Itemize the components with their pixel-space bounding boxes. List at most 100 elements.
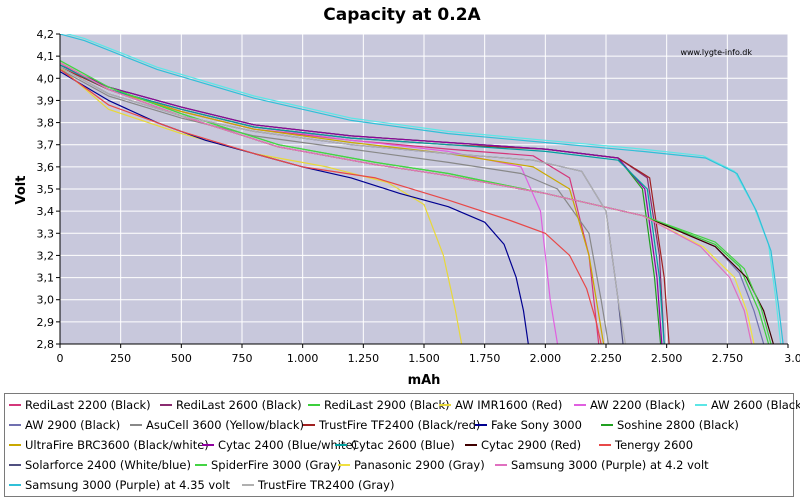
legend-item-8: TrustFire TF2400 (Black/red) (303, 416, 480, 434)
y-axis-title: Volt (14, 176, 29, 205)
y-tick-label-9: 3,7 (37, 139, 55, 152)
legend-swatch-2 (308, 404, 320, 406)
legend-label-14: Cytac 2900 (Red) (481, 438, 582, 452)
legend-label-5: AW 2600 (Black) (711, 398, 800, 412)
x-tick-label-8: 2.000 (530, 352, 562, 365)
legend-item-11: UltraFire BRC3600 (Black/white) (9, 436, 209, 454)
legend-item-0: RediLast 2200 (Black) (9, 396, 151, 414)
y-tick-label-2: 3,0 (37, 294, 55, 307)
x-tick-label-6: 1.500 (408, 352, 440, 365)
legend-item-5: AW 2600 (Black) (695, 396, 800, 414)
y-tick-label-4: 3,2 (37, 249, 55, 262)
legend-swatch-13 (335, 444, 347, 446)
y-tick-label-0: 2,8 (37, 338, 55, 351)
y-tick-label-6: 3,4 (37, 205, 55, 218)
y-tick-label-7: 3,5 (37, 183, 55, 196)
series-line-7 (60, 68, 609, 344)
legend-item-10: Soshine 2800 (Black) (601, 416, 739, 434)
y-tick-label-3: 3,1 (37, 272, 55, 285)
legend-label-10: Soshine 2800 (Black) (617, 418, 739, 432)
x-tick-label-12: 3.000 (784, 352, 800, 365)
legend-label-16: Solarforce 2400 (White/blue) (25, 458, 191, 472)
legend-swatch-14 (465, 444, 477, 446)
x-tick-label-4: 1.000 (287, 352, 319, 365)
x-tick-label-10: 2.500 (651, 352, 683, 365)
legend-item-18: Panasonic 2900 (Gray) (338, 456, 485, 474)
x-tick-label-3: 750 (232, 352, 253, 365)
legend-label-21: TrustFire TR2400 (Gray) (258, 478, 395, 492)
legend-label-3: AW IMR1600 (Red) (455, 398, 563, 412)
legend-swatch-6 (9, 424, 21, 426)
legend-swatch-4 (574, 404, 586, 406)
y-tick-label-5: 3,3 (37, 227, 55, 240)
legend-label-15: Tenergy 2600 (615, 438, 694, 452)
legend-label-17: SpiderFire 3000 (Gray) (211, 458, 342, 472)
chart-title: Capacity at 0.2A (323, 5, 481, 25)
legend-label-9: Fake Sony 3000 (491, 418, 582, 432)
legend-item-9: Fake Sony 3000 (475, 416, 582, 434)
legend-item-4: AW 2200 (Black) (574, 396, 685, 414)
legend-label-2: RediLast 2900 (Black) (324, 398, 450, 412)
legend-swatch-19 (495, 464, 507, 466)
x-axis-title: mAh (408, 373, 441, 388)
x-tick-label-5: 1.250 (348, 352, 380, 365)
x-tick-label-9: 2.250 (590, 352, 622, 365)
y-tick-label-1: 2,9 (37, 316, 55, 329)
legend-item-20: Samsung 3000 (Purple) at 4.35 volt (9, 476, 230, 494)
legend-swatch-9 (475, 424, 487, 426)
legend-label-11: UltraFire BRC3600 (Black/white) (25, 438, 209, 452)
y-tick-label-13: 4,1 (37, 50, 55, 63)
legend-label-12: Cytac 2400 (Blue/white) (218, 438, 358, 452)
legend: RediLast 2200 (Black) RediLast 2600 (Blac… (4, 393, 800, 497)
legend-swatch-5 (695, 404, 707, 406)
x-tick-label-0: 0 (57, 352, 64, 365)
legend-swatch-0 (9, 404, 21, 406)
legend-item-12: Cytac 2400 (Blue/white) (202, 436, 357, 454)
series-line-19 (60, 62, 753, 344)
legend-label-18: Panasonic 2900 (Gray) (354, 458, 485, 472)
x-tick-label-2: 500 (171, 352, 192, 365)
legend-item-6: AW 2900 (Black) (9, 416, 120, 434)
legend-item-7: AsuCell 3600 (Yellow/black) (130, 416, 304, 434)
legend-label-19: Samsung 3000 (Purple) at 4.2 volt (511, 458, 709, 472)
legend-swatch-17 (195, 464, 207, 466)
legend-item-15: Tenergy 2600 (599, 436, 693, 454)
series-line-20 (60, 34, 784, 344)
legend-item-2: RediLast 2900 (Black) (308, 396, 450, 414)
legend-label-20: Samsung 3000 (Purple) at 4.35 volt (25, 478, 230, 492)
y-tick-label-8: 3,6 (37, 161, 55, 174)
series-line-17 (60, 60, 772, 344)
chart-svg: Capacity at 0.2A 0 250 500 750 1.000 1.250 1.5… (14, 5, 800, 388)
legend-swatch-18 (338, 464, 350, 466)
legend-item-1: RediLast 2600 (Black) (160, 396, 302, 414)
watermark: www.lygte-info.dk (680, 48, 752, 57)
legend-label-7: AsuCell 3600 (Yellow/black) (146, 418, 304, 432)
legend-swatch-3 (439, 404, 451, 406)
legend-item-19: Samsung 3000 (Purple) at 4.2 volt (495, 456, 709, 474)
legend-label-8: TrustFire TF2400 (Black/red) (319, 418, 481, 432)
legend-swatch-8 (303, 424, 315, 426)
legend-item-21: TrustFire TR2400 (Gray) (242, 476, 394, 494)
legend-swatch-11 (9, 444, 21, 446)
legend-item-13: Cytac 2600 (Blue) (335, 436, 455, 454)
y-tick-label-11: 3,9 (37, 94, 55, 107)
legend-swatch-16 (9, 464, 21, 466)
legend-swatch-1 (160, 404, 172, 406)
legend-swatch-12 (202, 444, 214, 446)
series-line-21 (60, 66, 626, 344)
legend-swatch-20 (9, 484, 21, 486)
y-tick-label-14: 4,2 (37, 28, 55, 41)
legend-item-16: Solarforce 2400 (White/blue) (9, 456, 191, 474)
x-tick-label-1: 250 (110, 352, 131, 365)
legend-item-17: SpiderFire 3000 (Gray) (195, 456, 341, 474)
x-tick-label-11: 2.750 (712, 352, 744, 365)
y-tick-label-10: 3,8 (37, 117, 55, 130)
legend-label-13: Cytac 2600 (Blue) (351, 438, 455, 452)
legend-swatch-10 (601, 424, 613, 426)
legend-label-0: RediLast 2200 (Black) (25, 398, 151, 412)
x-tick-label-7: 1.750 (469, 352, 501, 365)
legend-label-6: AW 2900 (Black) (25, 418, 121, 432)
legend-item-14: Cytac 2900 (Red) (465, 436, 581, 454)
y-tick-label-12: 4,0 (37, 72, 55, 85)
